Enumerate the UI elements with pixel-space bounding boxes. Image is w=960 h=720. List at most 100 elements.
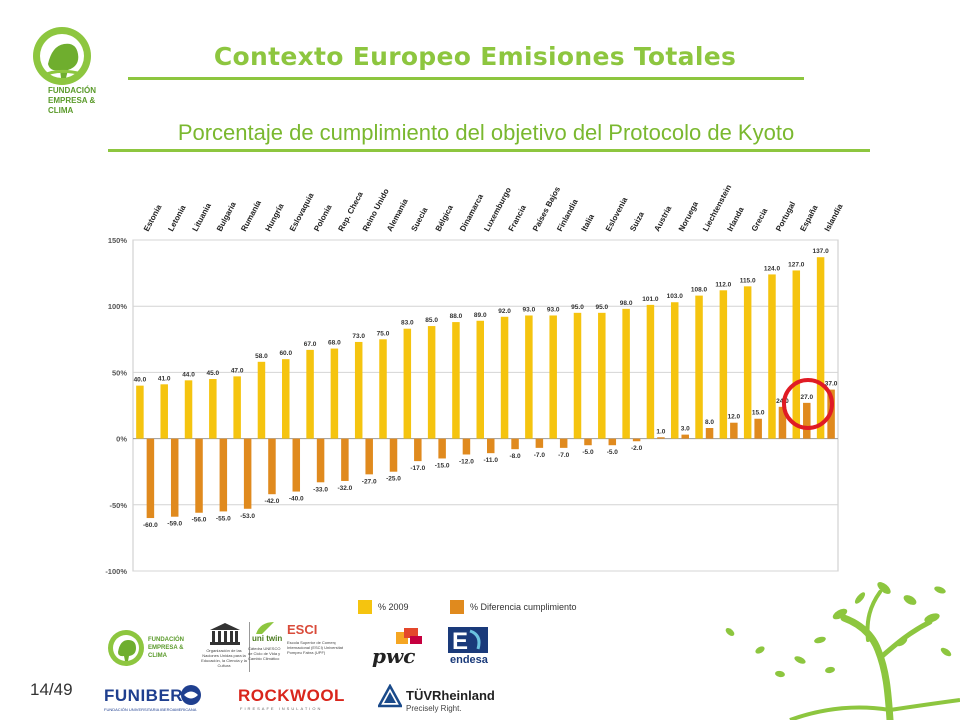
value-label-2009: 103.0: [667, 293, 684, 300]
category-label: Italia: [580, 212, 597, 233]
tuv-logo-text: TÜVRheinland: [406, 688, 495, 703]
bar-2009: [743, 286, 752, 439]
funiber-subtitle: FUNDACIÓN UNIVERSITARIA IBEROAMERICANA: [104, 707, 197, 712]
category-label: Rumanía: [239, 198, 263, 233]
bar-2009: [816, 257, 825, 439]
value-label-diff: -42.0: [265, 498, 280, 505]
bar-diff: [778, 406, 787, 439]
value-label-diff: -55.0: [216, 515, 231, 522]
y-tick-label: 150%: [108, 236, 128, 245]
value-label-2009: 124.0: [764, 265, 781, 272]
bar-2009: [792, 270, 801, 439]
category-label: Bulgaria: [215, 200, 238, 233]
category-label: Rep. Checa: [336, 190, 365, 233]
value-label-2009: 112.0: [715, 281, 731, 288]
pwc-logo-graphic: [396, 628, 422, 644]
value-label-diff: -17.0: [410, 465, 425, 472]
y-tick-label: -50%: [109, 501, 127, 510]
fec-sponsor-logo: [108, 630, 144, 666]
value-label-2009: 92.0: [498, 308, 511, 315]
value-label-diff: -2.0: [631, 445, 643, 452]
bar-2009: [549, 315, 557, 439]
bar-diff: [292, 438, 301, 492]
value-label-diff: -7.0: [534, 452, 546, 459]
category-label: Austria: [652, 204, 673, 233]
value-label-diff: -56.0: [192, 517, 207, 524]
bar-diff: [438, 438, 446, 459]
bar-2009: [598, 312, 606, 439]
sponsor-divider: [249, 622, 250, 672]
category-label: Polonia: [312, 203, 334, 233]
bar-diff: [487, 438, 495, 454]
value-label-2009: 93.0: [547, 306, 560, 313]
bar-diff: [365, 438, 373, 475]
unitwin-name: uni twin: [252, 634, 283, 643]
bar-diff: [754, 418, 762, 439]
bar-2009: [768, 274, 776, 439]
fec-sponsor-text: FUNDACIÓN EMPRESA & CLIMA: [148, 637, 184, 659]
y-tick-label: 50%: [112, 368, 127, 377]
title-underline: [128, 77, 804, 80]
y-tick-label: 100%: [108, 302, 128, 311]
value-label-2009: 101.0: [642, 296, 659, 303]
subtitle-underline: [108, 149, 870, 152]
value-label-diff: -5.0: [582, 449, 594, 456]
highlight-circle: [782, 378, 834, 430]
bar-2009: [306, 349, 314, 439]
value-label-2009: 93.0: [523, 306, 536, 313]
tuv-subtitle: Precisely Right.: [406, 704, 462, 713]
page-number: 14/49: [30, 680, 73, 699]
legend-label-2009: % 2009: [378, 602, 409, 612]
bar-diff: [803, 402, 811, 439]
category-label: Lituania: [191, 201, 214, 233]
svg-text:E: E: [452, 628, 468, 653]
bar-diff: [559, 438, 568, 448]
chart-bars: [136, 257, 835, 519]
value-label-diff: -7.0: [558, 452, 570, 459]
chart-category-labels: Estonia Letonia Lituania Bulgaria Rumanía Hun…: [142, 183, 845, 233]
value-label-2009: 108.0: [691, 287, 708, 294]
value-label-diff: -11.0: [484, 457, 499, 464]
category-label: Letonia: [166, 203, 188, 233]
endesa-logo-text: endesa: [450, 654, 488, 666]
fundacion-logo-text: FUNDACIÓN EMPRESA & CLIMA: [48, 86, 96, 115]
bar-2009: [573, 312, 582, 439]
bar-diff: [535, 438, 544, 448]
bar-2009: [160, 384, 168, 439]
value-label-2009: 45.0: [207, 370, 220, 377]
value-label-diff: 37.0: [825, 381, 838, 388]
bar-diff: [584, 438, 592, 446]
bar-2009: [646, 304, 655, 439]
value-label-diff: -15.0: [435, 462, 450, 469]
bar-2009: [330, 348, 339, 439]
bar-diff: [608, 438, 617, 446]
value-label-2009: 95.0: [595, 304, 608, 311]
category-label: Grecia: [750, 206, 770, 233]
value-label-2009: 127.0: [788, 261, 805, 268]
value-label-diff: -25.0: [386, 476, 401, 483]
value-label-2009: 83.0: [401, 320, 414, 327]
bar-diff: [462, 438, 471, 455]
value-label-diff: 27.0: [800, 394, 813, 401]
category-label: Hungría: [264, 202, 286, 233]
value-label-2009: 137.0: [812, 248, 829, 255]
rockwool-logo-text: ROCKWOOL: [238, 686, 345, 705]
bar-diff: [219, 438, 228, 512]
value-label-2009: 89.0: [474, 312, 487, 319]
bar-diff: [341, 438, 349, 481]
bar-diff: [170, 438, 179, 517]
bar-2009: [209, 379, 217, 439]
category-label: Bélgica: [434, 203, 456, 233]
pwc-logo-text: pwc: [372, 644, 416, 668]
bar-diff: [316, 438, 325, 483]
value-label-2009: 73.0: [352, 333, 365, 340]
category-label: Francia: [507, 203, 529, 233]
value-label-diff: 8.0: [705, 419, 714, 426]
funiber-globe-icon: [181, 685, 201, 705]
value-label-2009: 60.0: [279, 350, 292, 357]
legend-swatch-2009: [358, 600, 372, 614]
category-label: Finlandia: [555, 197, 580, 233]
value-label-2009: 40.0: [134, 377, 147, 384]
value-label-2009: 75.0: [377, 330, 390, 337]
category-label: Alemania: [385, 197, 410, 233]
